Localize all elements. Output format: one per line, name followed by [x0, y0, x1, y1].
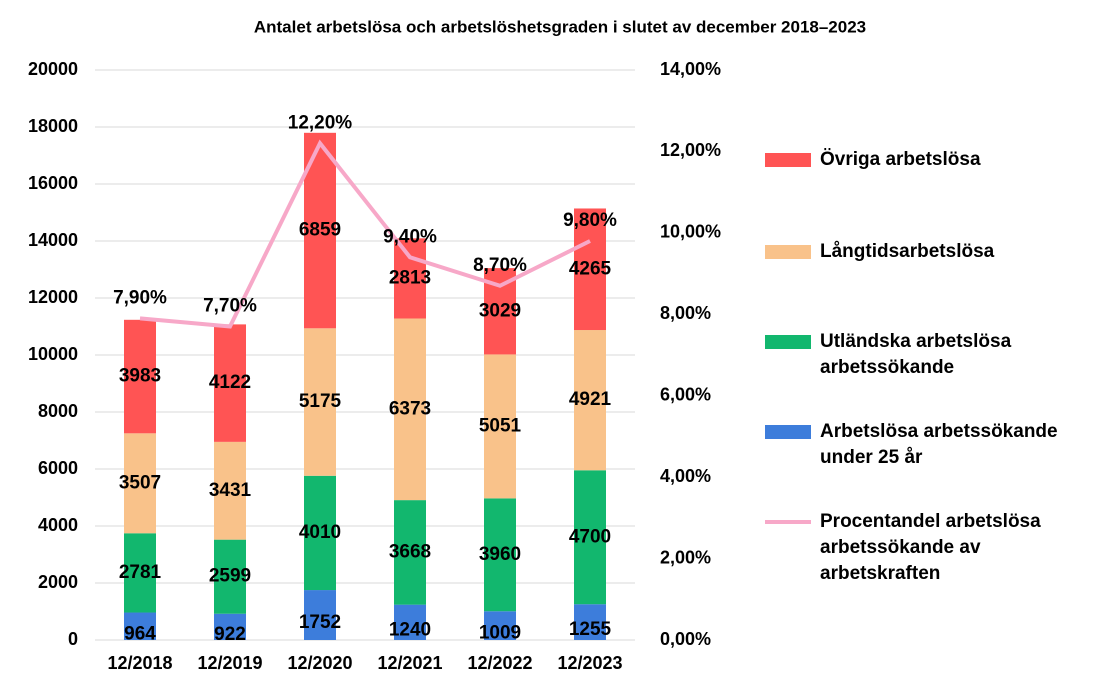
bar-segment — [484, 611, 516, 640]
bar-segment — [124, 319, 156, 434]
bar-segment — [124, 533, 156, 613]
bar-segment — [574, 208, 606, 331]
data-label: 3507 — [119, 472, 161, 493]
bar-segment — [304, 475, 336, 591]
legend-item: Arbetslösa arbetssökande under 25 år — [765, 419, 1100, 471]
line — [139, 139, 591, 329]
data-label: 5051 — [479, 415, 522, 436]
legend-swatch — [765, 520, 811, 524]
legend-item: Övriga arbetslösa — [765, 147, 1100, 173]
bar-segment — [394, 604, 426, 640]
y2-tick-label: 8,00% — [660, 303, 711, 323]
y-tick-label: 4000 — [38, 515, 78, 535]
bar-segment — [484, 498, 516, 612]
legend-swatch — [765, 245, 811, 259]
y2-tick-label: 10,00% — [660, 222, 721, 242]
legend-swatch — [765, 153, 811, 167]
data-label: 4921 — [569, 389, 612, 410]
y-tick-label: 18000 — [28, 116, 78, 136]
data-label: 3983 — [119, 366, 161, 387]
bar-segment — [394, 500, 426, 605]
y2-tick-label: 6,00% — [660, 384, 711, 404]
y-tick-label: 6000 — [38, 458, 78, 478]
x-tick-label: 12/2019 — [197, 653, 262, 673]
data-label: 1240 — [389, 619, 431, 640]
bar-segment — [484, 354, 516, 499]
bar-segment — [304, 328, 336, 476]
bar-segment — [214, 324, 246, 442]
data-label: 2813 — [389, 267, 431, 288]
y-tick-label: 16000 — [28, 173, 78, 193]
line-label: 7,70% — [203, 296, 257, 317]
data-label: 2599 — [209, 566, 251, 587]
y2-tick-label: 4,00% — [660, 466, 711, 486]
bar-segment — [214, 441, 246, 540]
y2-tick-label: 0,00% — [660, 629, 711, 649]
y2-tick-label: 12,00% — [660, 140, 721, 160]
data-label: 922 — [214, 624, 246, 645]
line-label: 7,90% — [113, 287, 167, 308]
bar-segment — [124, 433, 156, 534]
bar-segment — [124, 612, 156, 640]
data-label: 1752 — [299, 612, 341, 633]
legend-label: Utländska arbetslösa arbetssökande — [820, 331, 1012, 378]
data-label: 6859 — [299, 220, 341, 241]
data-label: 1255 — [569, 619, 612, 640]
data-label: 3668 — [389, 541, 431, 562]
data-label: 4265 — [569, 258, 612, 279]
bar-segment — [394, 318, 426, 501]
legend-label: Långtidsarbetslösa — [820, 241, 995, 262]
legend-swatch — [765, 335, 811, 349]
y-tick-label: 0 — [68, 629, 78, 649]
bar-segment — [304, 590, 336, 640]
y-tick-label: 8000 — [38, 401, 78, 421]
data-label: 4700 — [569, 526, 611, 547]
data-label: 5175 — [299, 391, 342, 412]
y-tick-label: 2000 — [38, 572, 78, 592]
bar-segment — [574, 330, 606, 471]
x-tick-label: 12/2022 — [467, 653, 532, 673]
line-label: 12,20% — [288, 112, 353, 133]
legend-item: Utländska arbetslösa arbetssökande — [765, 329, 1100, 381]
bar-segment — [214, 539, 246, 614]
data-label: 964 — [124, 623, 156, 644]
x-tick-label: 12/2018 — [107, 653, 172, 673]
x-tick-label: 12/2020 — [287, 653, 352, 673]
y2-tick-label: 14,00% — [660, 59, 721, 79]
data-label: 3431 — [209, 480, 252, 501]
y-tick-label: 12000 — [28, 287, 78, 307]
y-tick-label: 20000 — [28, 59, 78, 79]
data-label: 1009 — [479, 623, 521, 644]
line-label: 9,40% — [383, 226, 437, 247]
bar-segment — [394, 238, 426, 319]
legend-swatch — [765, 425, 811, 439]
bar-segment — [574, 604, 606, 640]
y-tick-label: 14000 — [28, 230, 78, 250]
legend-label: Procentandel arbetslösa arbetssökande av… — [820, 511, 1041, 584]
line-label: 8,70% — [473, 255, 527, 276]
y-tick-label: 10000 — [28, 344, 78, 364]
data-label: 4122 — [209, 372, 251, 393]
legend-item: Procentandel arbetslösa arbetssökande av… — [765, 509, 1100, 587]
bar-segment — [574, 470, 606, 605]
data-label: 3029 — [479, 300, 521, 321]
legend-item: Långtidsarbetslösa — [765, 239, 1100, 265]
data-label: 6373 — [389, 398, 431, 419]
legend-label: Övriga arbetslösa — [820, 149, 981, 170]
bar-segment — [214, 613, 246, 640]
x-tick-label: 12/2023 — [557, 653, 622, 673]
legend-label: Arbetslösa arbetssökande under 25 år — [820, 421, 1058, 468]
y2-tick-label: 2,00% — [660, 547, 711, 567]
x-tick-label: 12/2021 — [377, 653, 442, 673]
data-label: 4010 — [299, 522, 341, 543]
chart-title: Antalet arbetslösa och arbetslöshetsgrad… — [254, 17, 866, 36]
data-label: 3960 — [479, 544, 521, 565]
line-label: 9,80% — [563, 210, 617, 231]
data-label: 2781 — [119, 562, 162, 583]
